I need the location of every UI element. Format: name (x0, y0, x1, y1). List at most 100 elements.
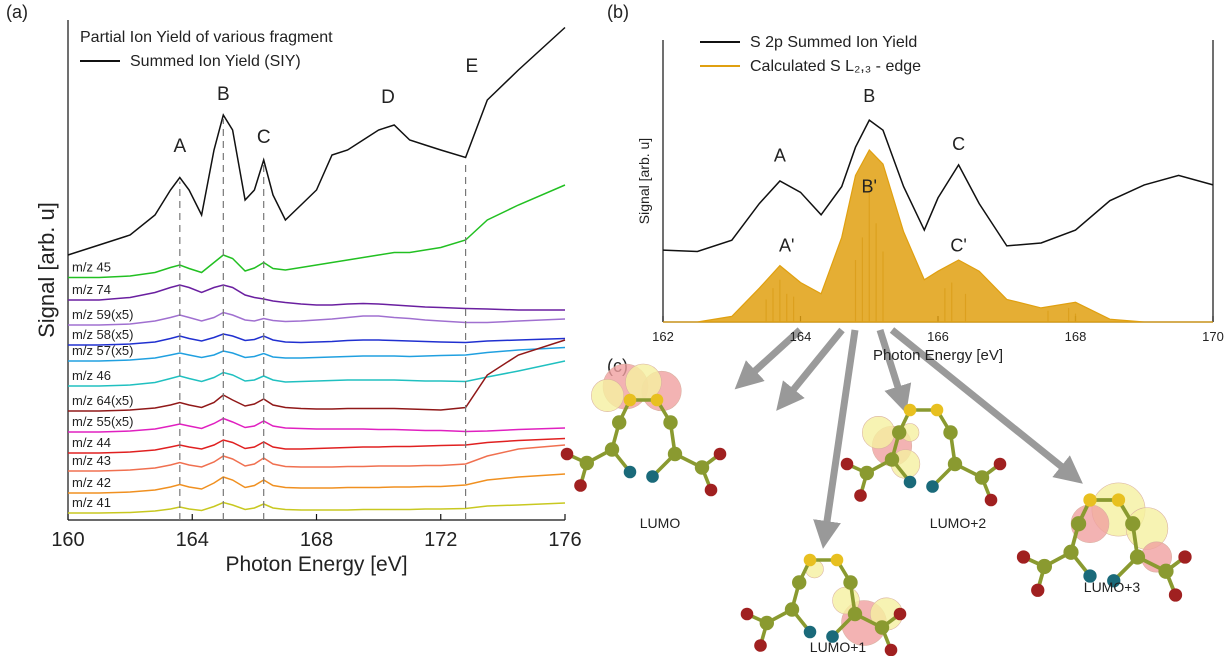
atom (894, 608, 907, 621)
series-label: m/z 41 (72, 495, 111, 510)
series-label: m/z 57(x5) (72, 343, 133, 358)
atom (875, 620, 889, 634)
atom (705, 484, 718, 497)
x-tick-label: 164 (176, 529, 209, 551)
legend-label: S 2p Summed Ion Yield (750, 34, 917, 51)
series-label: m/z 55(x5) (72, 414, 133, 429)
atom (1112, 493, 1125, 506)
x-axis-label: Photon Energy [eV] (225, 553, 407, 576)
panel-label: (a) (6, 2, 28, 22)
orbital-lobe (862, 416, 894, 448)
x-tick-label: 166 (927, 329, 949, 344)
atom (985, 494, 998, 507)
series-label: m/z 74 (72, 282, 111, 297)
orbital-lobe (591, 379, 623, 411)
atom (668, 447, 682, 461)
line (663, 120, 1213, 251)
atom (714, 448, 727, 461)
series-label: m/z 44 (72, 435, 111, 450)
y-axis-label: Signal [arb. u] (636, 138, 652, 224)
atom (1169, 588, 1182, 601)
atom (695, 460, 709, 474)
molecules (561, 364, 1192, 656)
atom (804, 554, 817, 567)
line (68, 474, 565, 493)
line (68, 503, 565, 514)
atom (948, 457, 962, 471)
arrow (825, 330, 855, 535)
atom (1017, 550, 1030, 563)
atom (651, 394, 664, 407)
atom (1178, 550, 1191, 563)
series-label: m/z 46 (72, 368, 111, 383)
atom (841, 458, 854, 471)
x-tick-label: 162 (652, 329, 674, 344)
orbital-label: LUMO+3 (1084, 579, 1141, 595)
x-tick-label: 160 (51, 529, 84, 551)
atom (860, 466, 874, 480)
area (663, 150, 1213, 322)
arrow (880, 330, 902, 400)
x-tick-label: 168 (1065, 329, 1087, 344)
atom (843, 575, 857, 589)
atom (926, 480, 939, 493)
annotation: C (257, 127, 271, 148)
atom (574, 479, 587, 492)
atom (754, 639, 767, 652)
atom (646, 470, 659, 483)
legend-title: Partial Ion Yield of various fragment (80, 29, 333, 46)
atom (885, 644, 898, 656)
panel-label: (b) (607, 2, 629, 22)
annotation: A' (779, 236, 794, 256)
series-label: m/z 64(x5) (72, 393, 133, 408)
annotation: B (217, 84, 230, 105)
annotation: A (774, 145, 786, 165)
annotation: B' (862, 176, 877, 196)
x-axis-label: Photon Energy [eV] (873, 347, 1003, 364)
annotation: A (173, 136, 186, 157)
annotation: C (952, 134, 965, 154)
annotation: E (465, 56, 478, 77)
line (68, 313, 565, 326)
atom (904, 476, 917, 489)
atom (663, 415, 677, 429)
atom (854, 489, 867, 502)
atom (1158, 564, 1173, 579)
atom (831, 554, 844, 567)
x-tick-label: 170 (1202, 329, 1224, 344)
series-label: m/z 58(x5) (72, 327, 133, 342)
atom (624, 394, 637, 407)
orbital-label: LUMO+1 (810, 639, 867, 655)
molecule (561, 364, 727, 496)
atom (624, 466, 637, 479)
annotation: B (863, 86, 875, 106)
atom (612, 415, 626, 429)
atom (561, 448, 574, 461)
y-axis-label: Signal [arb. u] (34, 202, 59, 338)
line (68, 340, 565, 411)
atom (943, 425, 957, 439)
x-tick-label: 172 (424, 529, 457, 551)
page: {"chart_data": [ {"type": "line", "panel… (0, 0, 1229, 656)
orbital-label: LUMO+2 (930, 515, 987, 531)
line (68, 334, 565, 345)
line (68, 285, 565, 310)
orbital-label: LUMO (640, 515, 681, 531)
annotation: C' (950, 236, 966, 256)
line (68, 185, 565, 278)
line (68, 439, 565, 454)
atom (792, 575, 806, 589)
atom (804, 626, 817, 639)
atom (741, 608, 754, 621)
atom (994, 458, 1007, 471)
series-label: m/z 45 (72, 260, 111, 275)
x-tick-label: 168 (300, 529, 333, 551)
series-label: m/z 42 (72, 475, 111, 490)
atom (848, 607, 862, 621)
atom (892, 425, 906, 439)
atom (605, 442, 619, 456)
atom (785, 602, 799, 616)
molecule (841, 404, 1007, 507)
annotation: D (381, 87, 395, 108)
atom (1125, 516, 1140, 531)
